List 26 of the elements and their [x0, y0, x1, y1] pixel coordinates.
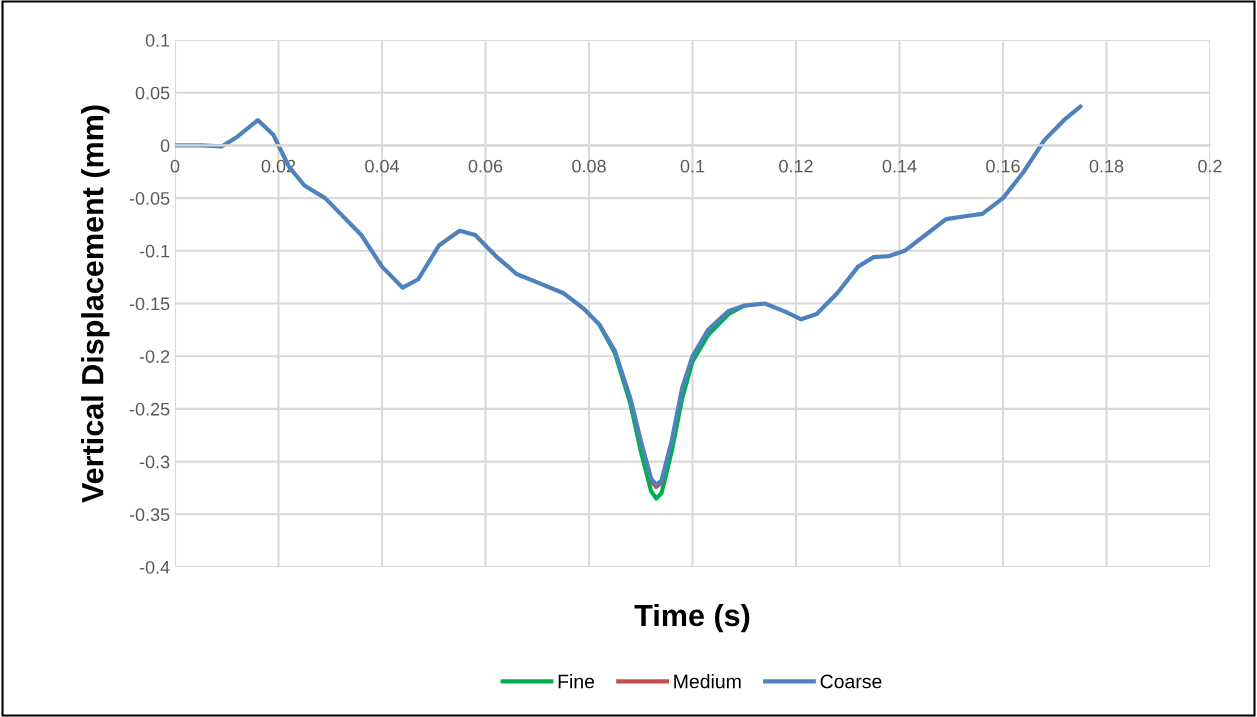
- y-axis-title: Vertical Displacement (mm): [81, 105, 110, 503]
- x-tick-label: 0.12: [779, 159, 813, 173]
- y-tick-label: -0.25: [129, 402, 170, 416]
- x-tick-label: 0: [170, 159, 180, 173]
- y-tick-label: 0: [160, 139, 170, 153]
- y-tick-label: -0.3: [139, 455, 170, 469]
- y-tick-label: -0.15: [129, 297, 170, 311]
- y-tick-label: 0.1: [145, 33, 170, 47]
- y-tick-label: -0.1: [139, 244, 170, 258]
- x-tick-label: 0.04: [365, 159, 400, 173]
- x-tick-label: 0.2: [1198, 159, 1222, 173]
- x-axis-title: Time (s): [634, 603, 750, 633]
- x-tick-label: 0.1: [680, 159, 705, 173]
- x-tick-label: 0.16: [986, 159, 1020, 173]
- x-tick-label: 0.14: [882, 159, 917, 173]
- y-tick-label: -0.4: [139, 560, 170, 574]
- legend-label: Fine: [558, 674, 595, 689]
- x-tick-label: 0.08: [572, 159, 606, 173]
- legend-label: Coarse: [820, 674, 882, 689]
- x-tick-label: 0.06: [468, 159, 503, 173]
- legend-label: Medium: [674, 674, 741, 689]
- y-tick-label: 0.05: [135, 86, 170, 100]
- y-tick-label: -0.35: [129, 508, 170, 522]
- x-tick-label: 0.18: [1089, 159, 1124, 173]
- y-tick-label: -0.2: [139, 350, 170, 363]
- y-tick-label: -0.05: [129, 192, 170, 205]
